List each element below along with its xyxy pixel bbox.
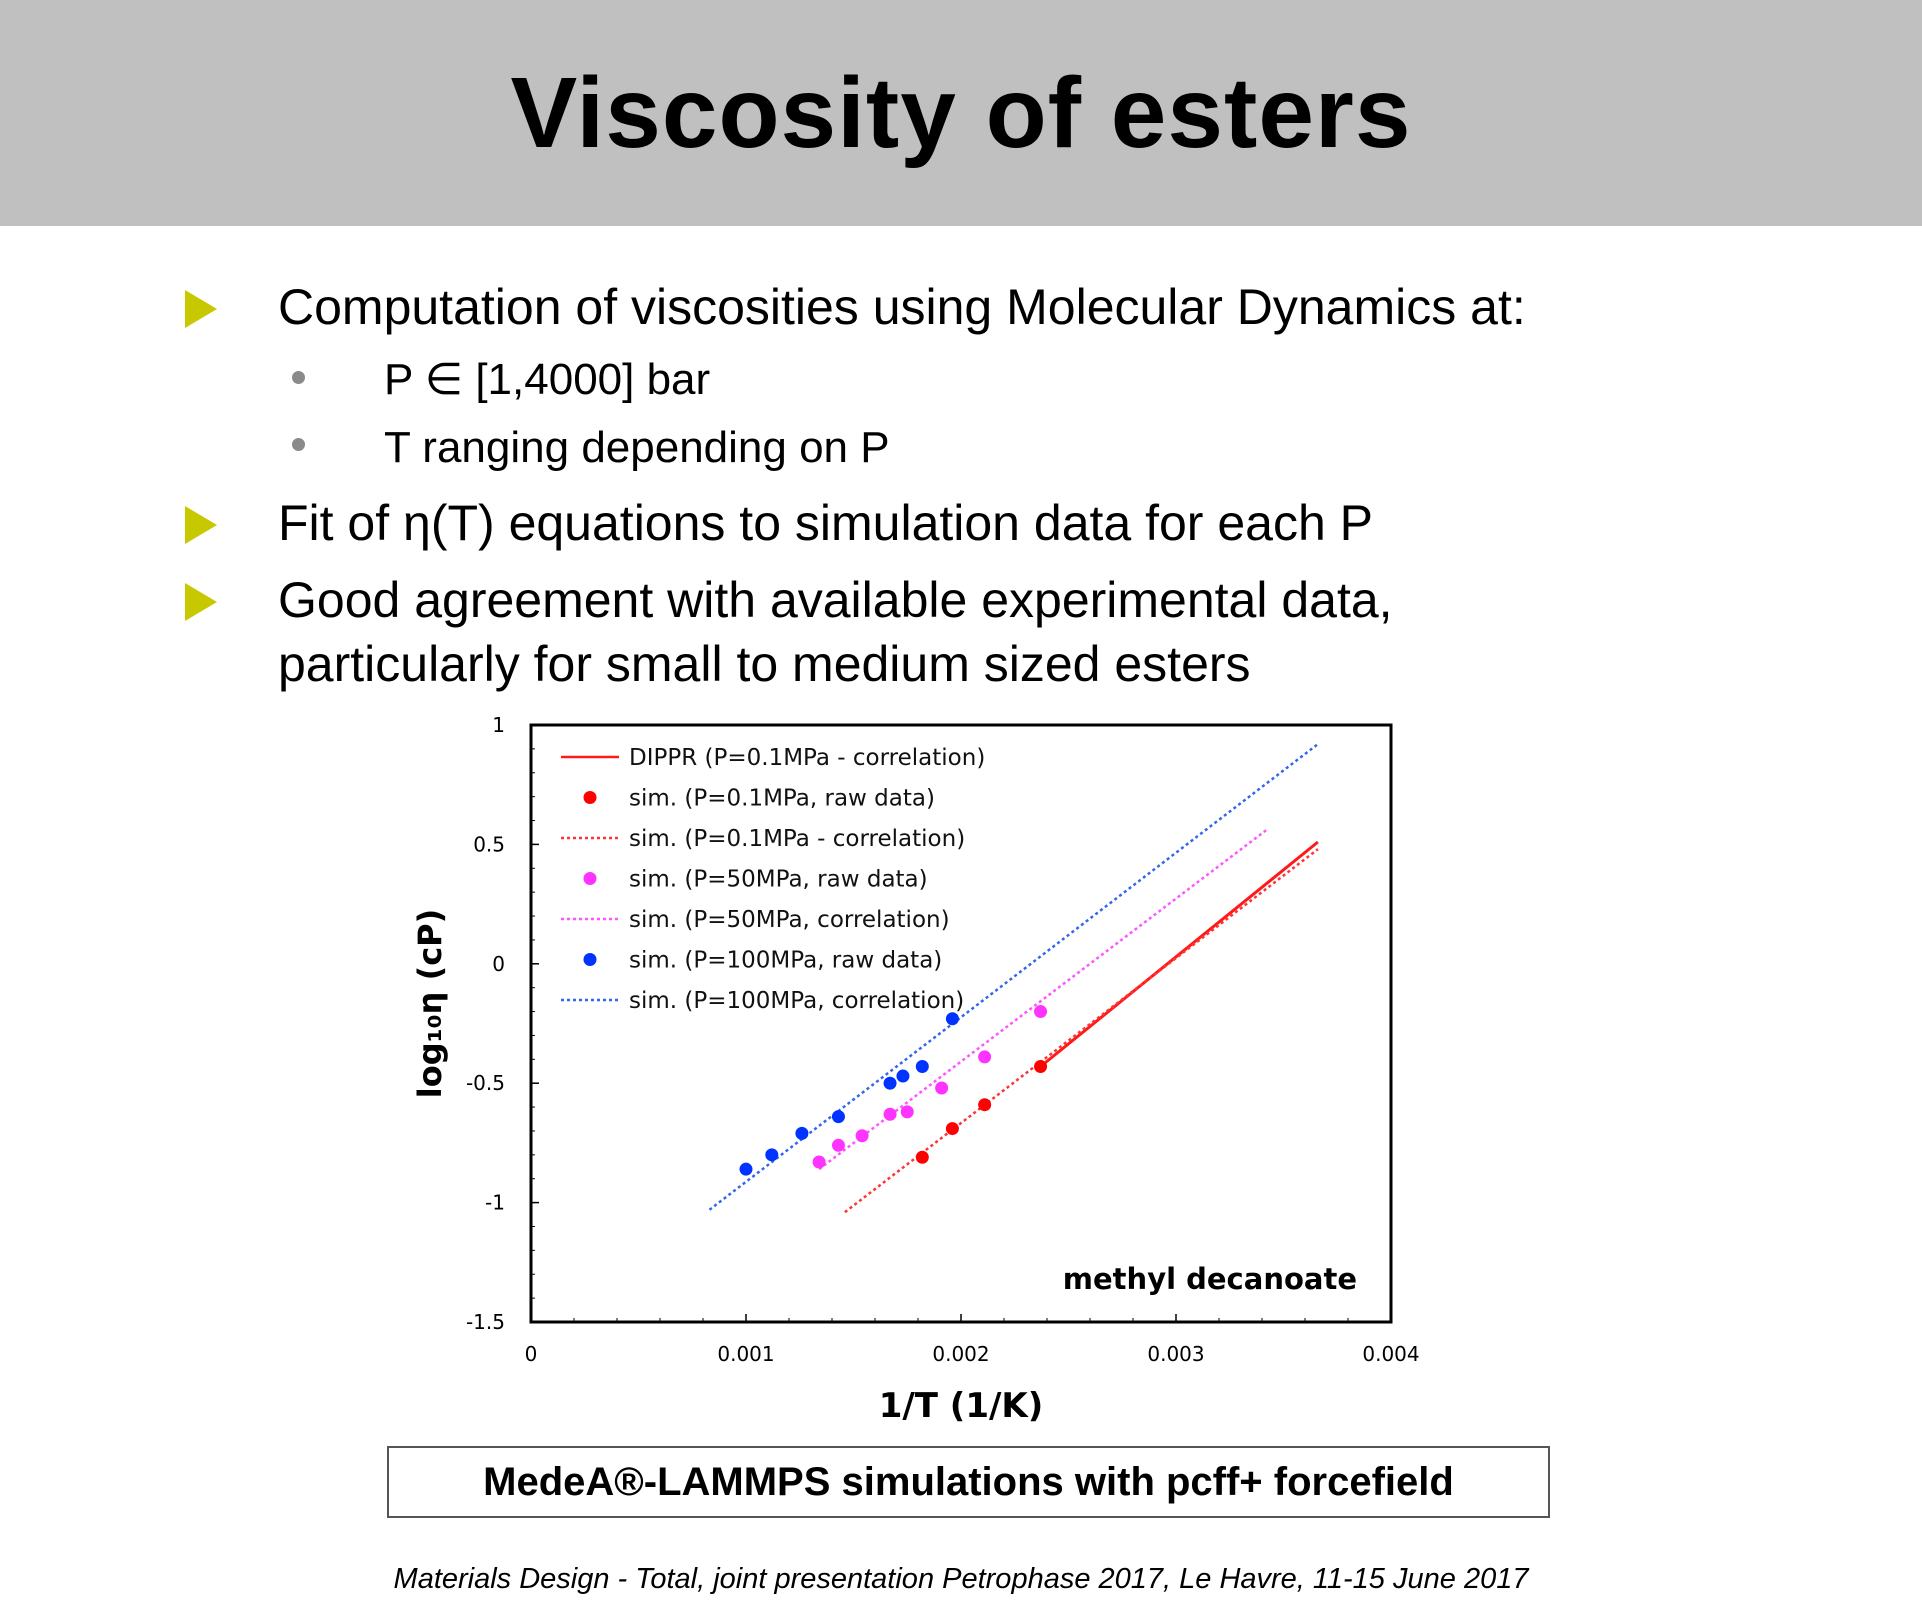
y-tick-label: -0.5 bbox=[466, 1071, 505, 1095]
data-point bbox=[935, 1081, 949, 1095]
legend-marker-swatch bbox=[583, 872, 597, 885]
footer: Materials Design - Total, joint presenta… bbox=[393, 1563, 1529, 1595]
data-point bbox=[945, 1012, 959, 1026]
x-tick-label: 0 bbox=[525, 1342, 538, 1366]
bullet-arrow-icon bbox=[185, 583, 217, 621]
data-point bbox=[831, 1138, 845, 1152]
x-tick-label: 0.002 bbox=[932, 1342, 989, 1366]
caption-box: MedeA®-LAMMPS simulations with pcff+ for… bbox=[387, 1446, 1550, 1518]
bullet-arrow-icon bbox=[185, 290, 217, 328]
x-axis-label: 1/T (1/K) bbox=[879, 1386, 1044, 1426]
y-tick-label: -1.5 bbox=[466, 1310, 505, 1334]
bullet-2: Fit of η(T) equations to simulation data… bbox=[278, 495, 1373, 551]
data-point bbox=[765, 1148, 779, 1162]
legend-marker-swatch bbox=[583, 791, 597, 804]
legend-label: sim. (P=100MPa, correlation) bbox=[629, 988, 964, 1014]
data-point bbox=[1034, 1059, 1048, 1073]
caption-text: MedeA®-LAMMPS simulations with pcff+ for… bbox=[483, 1459, 1454, 1504]
bullet-arrow-icon bbox=[185, 506, 217, 544]
data-point bbox=[739, 1162, 753, 1176]
data-point bbox=[915, 1150, 929, 1164]
data-point bbox=[915, 1059, 929, 1073]
legend-label: sim. (P=0.1MPa, raw data) bbox=[629, 786, 935, 812]
data-point bbox=[883, 1076, 897, 1090]
sub-bullet-1: P ∈ [1,4000] bar bbox=[384, 355, 711, 404]
legend-marker-swatch bbox=[583, 953, 597, 966]
data-point bbox=[1034, 1005, 1048, 1019]
legend-label: sim. (P=50MPa, correlation) bbox=[629, 907, 950, 933]
data-point bbox=[795, 1126, 809, 1140]
y-tick-label: 0 bbox=[492, 952, 505, 976]
bullet-3-continued: particularly for small to medium sized e… bbox=[278, 636, 1251, 692]
sub-bullet-2: T ranging depending on P bbox=[384, 423, 890, 472]
legend-label: sim. (P=100MPa, raw data) bbox=[629, 948, 942, 974]
sub-bullet-dot-icon bbox=[292, 371, 305, 384]
x-tick-label: 0.001 bbox=[717, 1342, 774, 1366]
plot-frame bbox=[529, 723, 1393, 1324]
viscosity-chart: 0 0.001 0.002 0.003 0.004 1 0.5 0 -0.5 -1 -1.5 1/T … bbox=[411, 713, 1420, 1426]
bullet-3: Good agreement with available experiment… bbox=[278, 572, 1393, 628]
data-point bbox=[900, 1105, 914, 1119]
y-tick-label: -1 bbox=[485, 1191, 505, 1215]
data-point bbox=[883, 1107, 897, 1121]
data-point bbox=[978, 1050, 992, 1064]
legend-label: sim. (P=50MPa, raw data) bbox=[629, 867, 928, 893]
data-point bbox=[978, 1098, 992, 1112]
slide-title: Viscosity of esters bbox=[510, 56, 1412, 169]
y-axis-label: log₁₀η (cP) bbox=[411, 909, 449, 1098]
data-point bbox=[812, 1155, 826, 1169]
data-point bbox=[945, 1122, 959, 1136]
legend-label: sim. (P=0.1MPa - correlation) bbox=[629, 826, 965, 852]
data-point bbox=[896, 1069, 910, 1083]
title-bar: Viscosity of esters bbox=[0, 0, 1922, 226]
series-line bbox=[708, 743, 1319, 1211]
data-point bbox=[831, 1110, 845, 1124]
bullet-1: Computation of viscosities using Molecul… bbox=[278, 279, 1526, 335]
x-tick-label: 0.004 bbox=[1362, 1342, 1419, 1366]
sub-bullet-dot-icon bbox=[292, 438, 305, 451]
legend-label: DIPPR (P=0.1MPa - correlation) bbox=[629, 745, 985, 771]
y-tick-label: 1 bbox=[492, 713, 505, 737]
y-tick-label: 0.5 bbox=[473, 832, 505, 856]
data-point bbox=[855, 1129, 869, 1143]
chart-annotation: methyl decanoate bbox=[1063, 1262, 1357, 1296]
x-tick-label: 0.003 bbox=[1147, 1342, 1204, 1366]
